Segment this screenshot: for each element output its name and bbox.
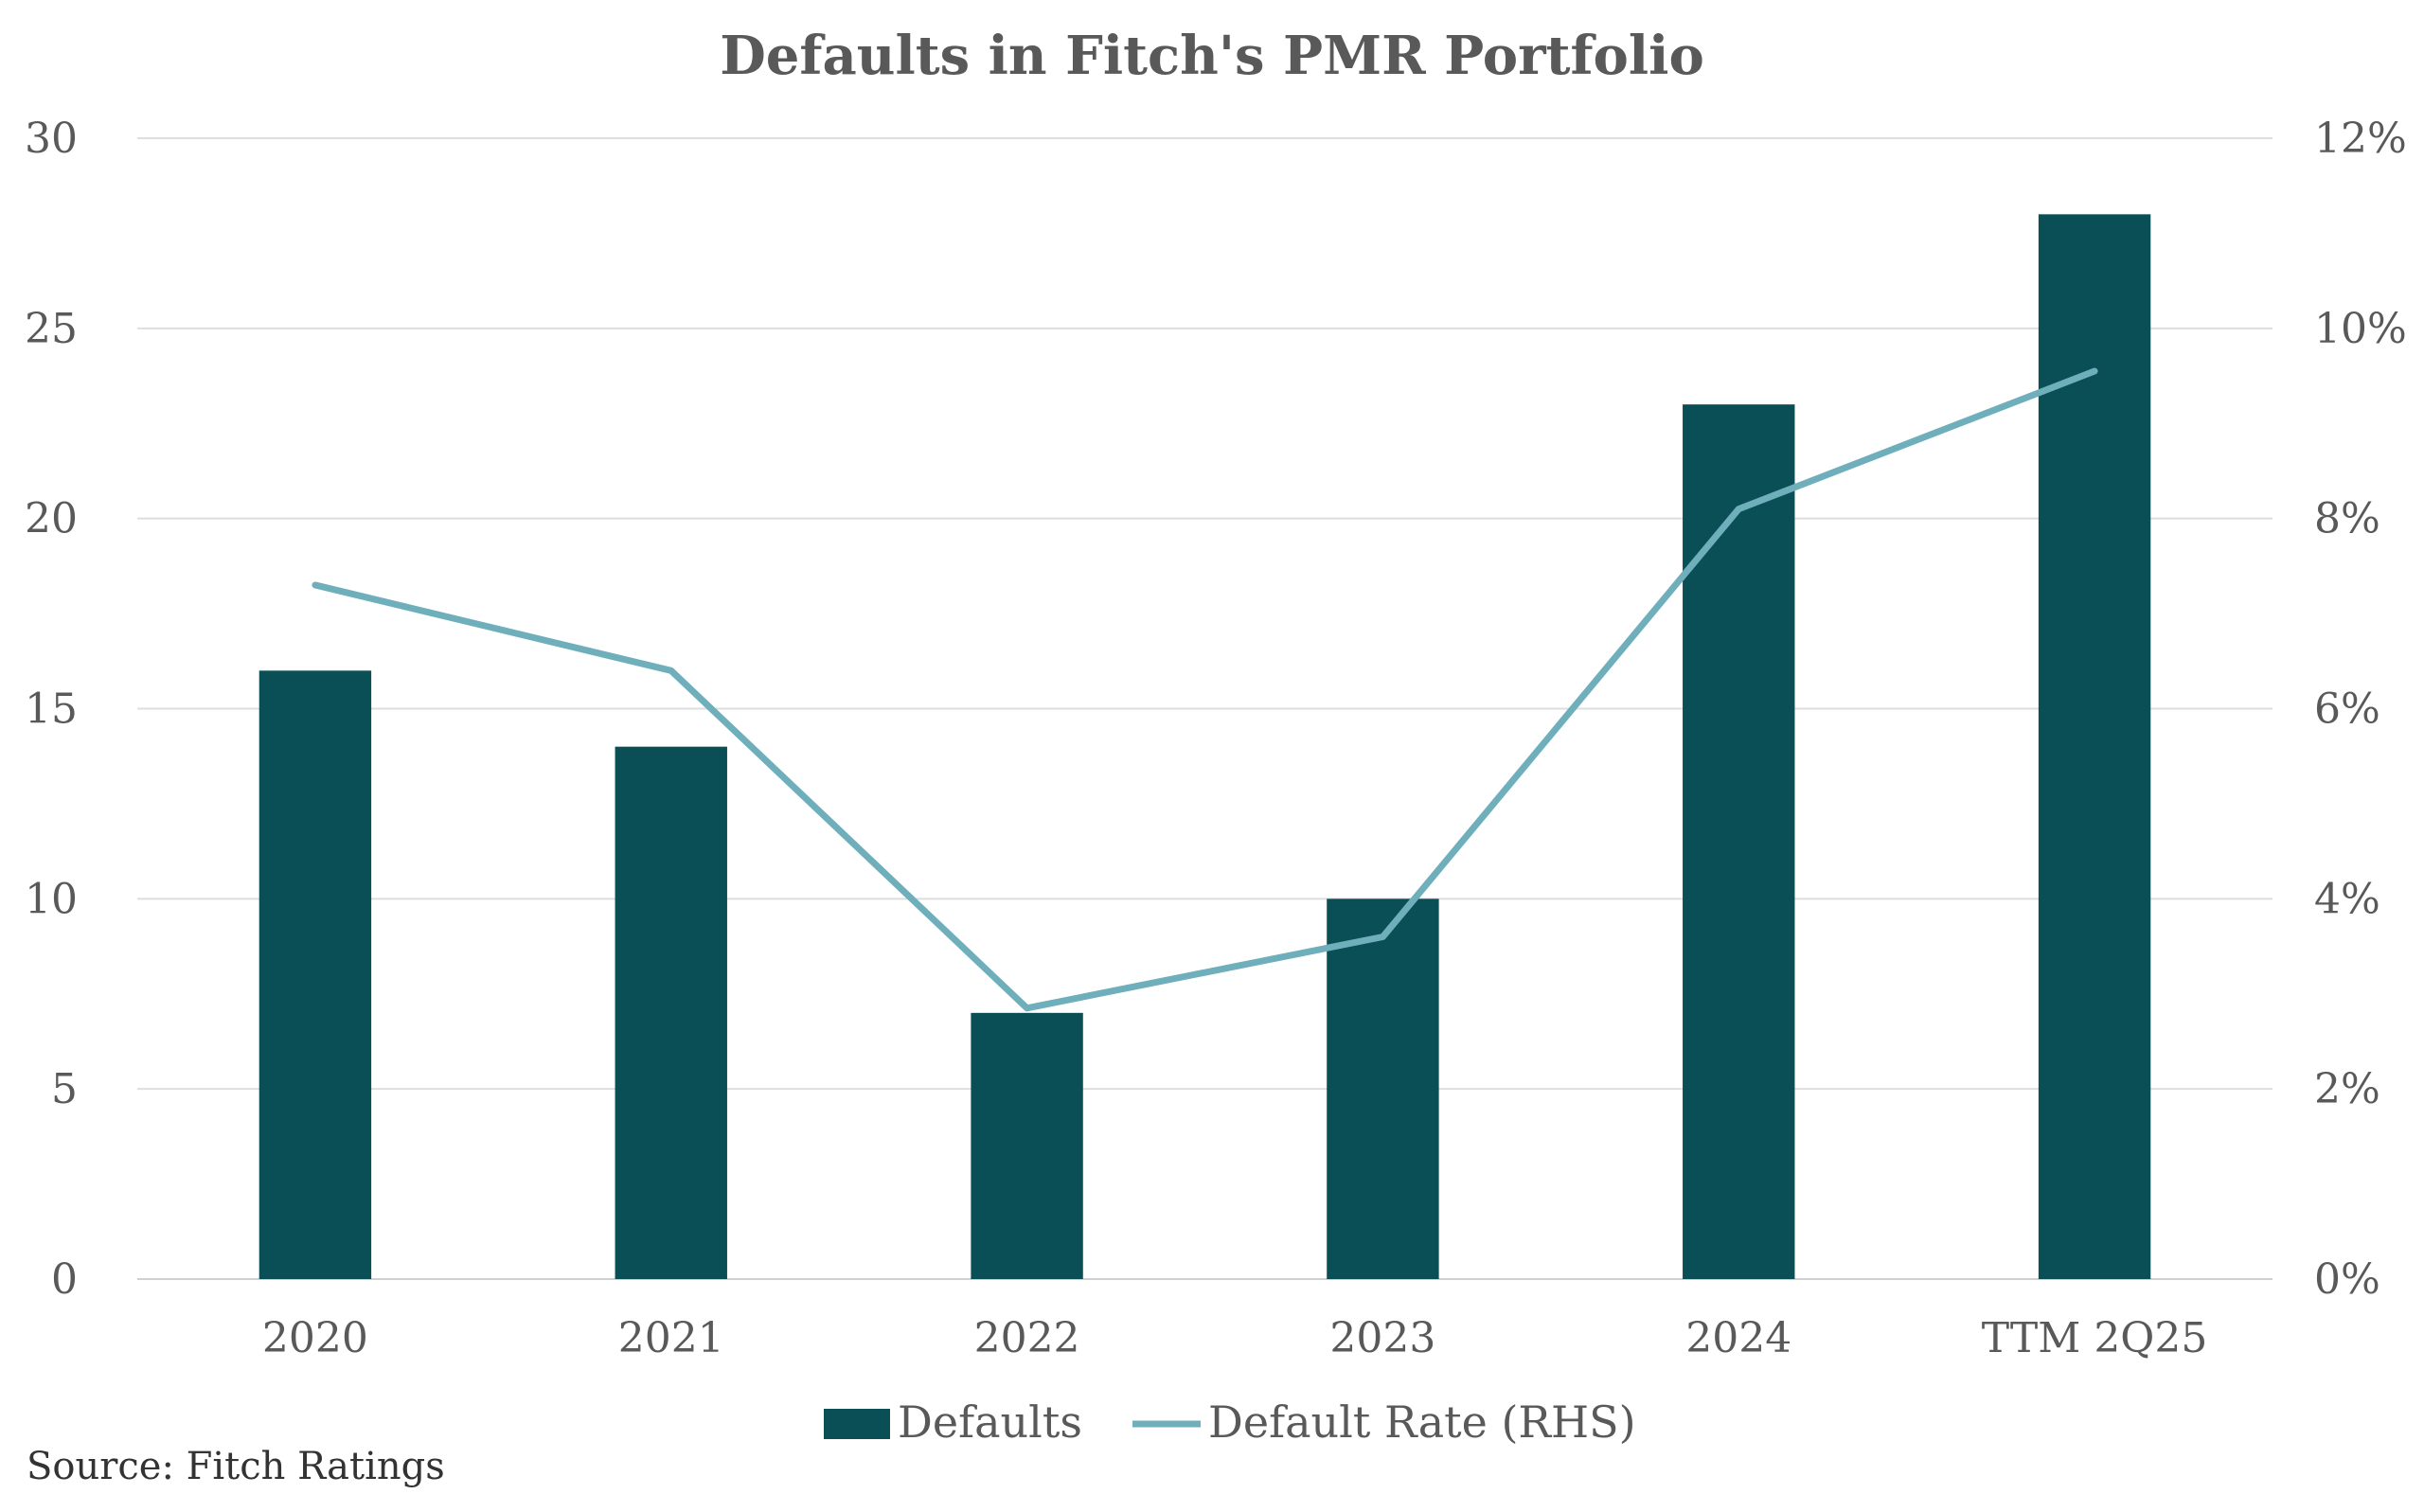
legend-defaults-label: Defaults [898, 1396, 1082, 1448]
right-tick-label: 6% [2314, 685, 2380, 734]
left-tick-label: 20 [25, 495, 78, 543]
x-tick-label: 2024 [1685, 1314, 1791, 1362]
legend-default-rate-label: Default Rate (RHS) [1208, 1396, 1636, 1448]
bar-series [258, 214, 2151, 1280]
bar-defaults-2022 [971, 1012, 1083, 1279]
left-tick-label: 0 [51, 1255, 78, 1304]
right-tick-label: 10% [2314, 305, 2407, 353]
bar-defaults-2020 [258, 670, 372, 1279]
default-rate-line [312, 367, 2098, 1012]
x-tick-label: 2023 [1329, 1314, 1435, 1362]
line-series [312, 367, 2098, 1012]
legend: Defaults Default Rate (RHS) [824, 1396, 1636, 1448]
x-tick-label: 2021 [618, 1314, 724, 1362]
x-tick-label: 2022 [974, 1314, 1080, 1362]
chart-title: Defaults in Fitch's PMR Portfolio [720, 25, 1704, 87]
x-axis: 2020 2021 2022 2023 2024 TTM 2Q25 [262, 1314, 2207, 1362]
source-note: Source: Fitch Ratings [27, 1445, 445, 1488]
x-tick-label: 2020 [262, 1314, 368, 1362]
right-y-axis: 0% 2% 4% 6% 8% 10% 12% [2314, 115, 2407, 1304]
bar-defaults-2024 [1683, 404, 1795, 1280]
bar-defaults-2021 [615, 746, 727, 1279]
bar-defaults-ttm-2q25 [2038, 214, 2151, 1279]
legend-defaults-swatch [824, 1409, 890, 1439]
left-tick-label: 15 [25, 685, 78, 734]
right-tick-label: 2% [2314, 1065, 2380, 1113]
left-tick-label: 10 [25, 875, 78, 923]
right-tick-label: 8% [2314, 495, 2380, 543]
right-tick-label: 12% [2314, 115, 2407, 163]
gridlines [137, 137, 2272, 1280]
right-tick-label: 4% [2314, 875, 2380, 923]
left-y-axis: 0 5 10 15 20 25 30 [25, 115, 78, 1304]
right-tick-label: 0% [2314, 1255, 2380, 1304]
left-tick-label: 25 [25, 305, 78, 353]
left-tick-label: 5 [51, 1065, 78, 1113]
x-tick-label: TTM 2Q25 [1982, 1314, 2208, 1362]
bar-defaults-2023 [1327, 898, 1439, 1279]
left-tick-label: 30 [25, 115, 78, 163]
